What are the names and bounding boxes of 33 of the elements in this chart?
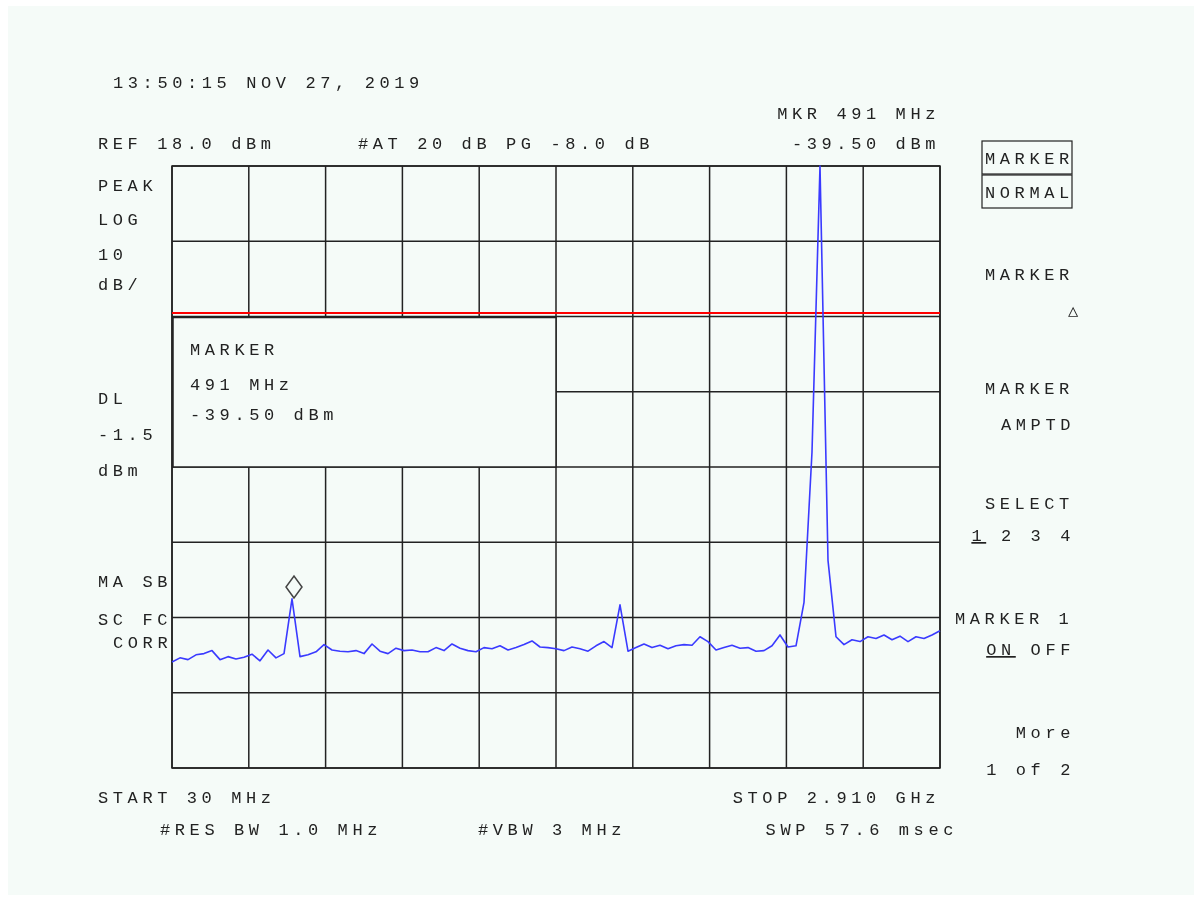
text: 1 2 3 4 bbox=[971, 527, 1075, 546]
annotation: MARKER bbox=[190, 341, 279, 360]
text: More bbox=[1015, 724, 1075, 743]
text: AMPTD bbox=[1000, 416, 1075, 435]
text: MARKER bbox=[985, 266, 1074, 285]
text: 13:50:15 NOV 27, 2019 bbox=[113, 74, 424, 93]
text: START 30 MHz bbox=[98, 789, 276, 808]
text: MKR 491 MHz bbox=[777, 105, 940, 124]
text: DL -1.5 dBm bbox=[98, 390, 158, 481]
text: 10 bbox=[98, 246, 128, 265]
text: NORMAL bbox=[985, 184, 1074, 203]
annotation: CORR bbox=[113, 634, 173, 653]
text: MARKER 1 bbox=[955, 610, 1074, 629]
text: dB/ bbox=[98, 276, 143, 295]
text: △ bbox=[1068, 302, 1083, 321]
text: #VBW 3 MHz bbox=[478, 821, 627, 840]
text: ON OFF bbox=[986, 641, 1075, 660]
text: 1 of 2 bbox=[986, 761, 1075, 780]
text: MARKER bbox=[985, 380, 1074, 399]
annotation: MA SB bbox=[98, 573, 173, 592]
annotation: -39.50 dBm bbox=[190, 406, 339, 425]
text: PEAK bbox=[98, 177, 158, 196]
text: MARKER bbox=[985, 150, 1074, 169]
text: -39.50 dBm bbox=[791, 135, 940, 154]
text: REF 18.0 dBm bbox=[98, 135, 276, 154]
text: #AT 20 dB PG -8.0 dB bbox=[358, 135, 655, 154]
text: SELECT bbox=[985, 495, 1074, 514]
text: STOP 2.910 GHz bbox=[732, 789, 940, 808]
text: SWP 57.6 msec bbox=[765, 821, 958, 840]
annotation: SC FC bbox=[98, 611, 173, 630]
text: #RES BW 1.0 MHz bbox=[160, 821, 383, 840]
text: LOG bbox=[98, 211, 143, 230]
annotation: 491 MHz bbox=[190, 376, 294, 395]
